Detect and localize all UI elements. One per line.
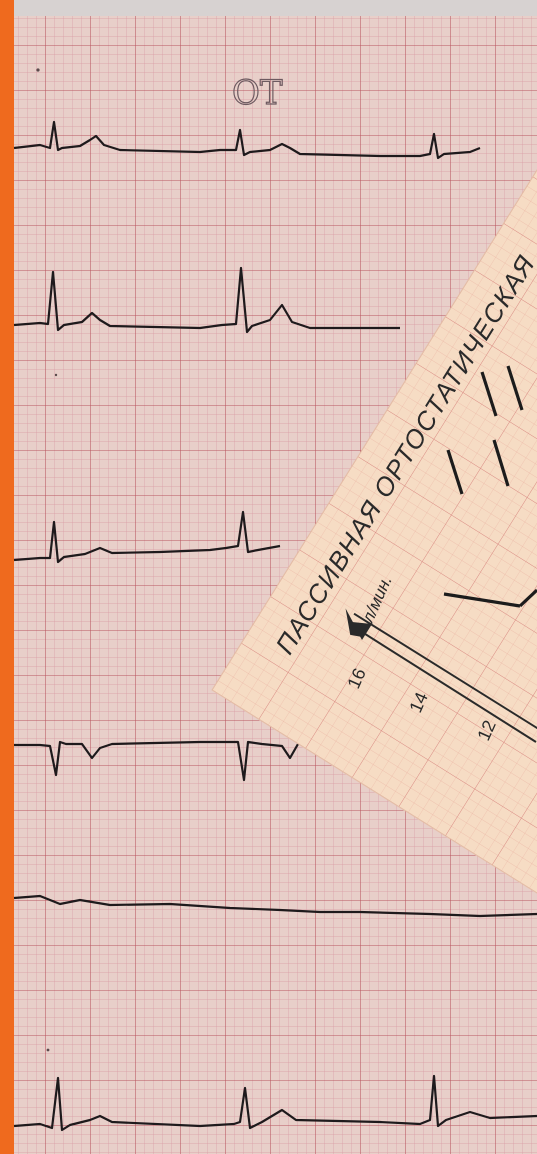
ecg-traces <box>13 120 537 1132</box>
ecg-trace-1 <box>13 120 481 160</box>
ecg-trace-6 <box>13 1074 537 1132</box>
ecg-trace-5 <box>13 894 537 918</box>
orthostatic-chart <box>211 0 537 914</box>
chart-axis-arrowhead <box>352 622 372 640</box>
top-edge <box>0 0 537 16</box>
y-axis <box>353 612 537 763</box>
handwritten-label: ОТ <box>232 73 283 113</box>
ecg-trace-3 <box>13 510 281 564</box>
orange-strip <box>0 0 14 1154</box>
ecg-trace-4 <box>14 740 299 782</box>
ecg-specks <box>36 68 58 1052</box>
chart-axis-line <box>361 631 537 743</box>
chart-bars <box>443 365 537 608</box>
ecg-trace-2 <box>13 266 400 334</box>
